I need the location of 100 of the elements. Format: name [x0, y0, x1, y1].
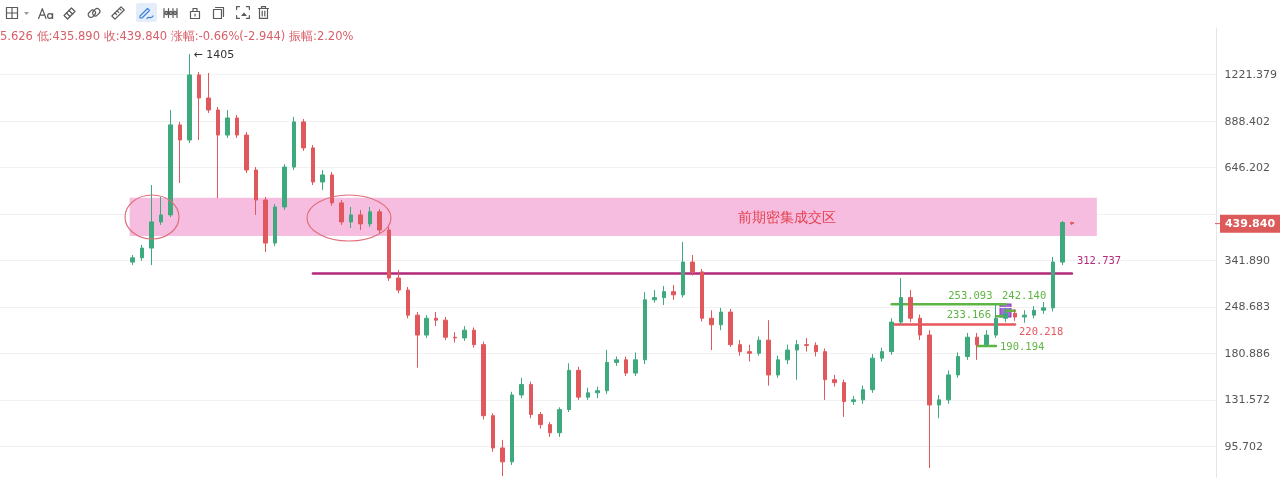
candlestick — [168, 109, 173, 218]
data-label: 253.093 — [948, 289, 993, 302]
y-tick-label: 646.202 — [1224, 160, 1271, 174]
candlestick — [643, 291, 647, 365]
candlestick — [965, 332, 970, 361]
candlestick — [424, 314, 429, 339]
candlestick — [292, 116, 296, 171]
candlestick — [880, 347, 884, 363]
candlestick — [263, 196, 268, 253]
candlestick — [624, 356, 628, 377]
candlestick — [832, 374, 837, 388]
candlestick — [614, 356, 619, 367]
candlestick — [681, 241, 685, 299]
candlestick — [349, 206, 353, 229]
candlestick — [633, 351, 638, 377]
data-label: 312.737 — [1076, 254, 1122, 267]
candlestick — [861, 385, 865, 405]
y-tick-label: 180.886 — [1224, 346, 1271, 360]
candlestick — [159, 196, 163, 226]
candlestick — [538, 411, 543, 430]
candlestick — [719, 307, 723, 331]
candlestick — [937, 394, 941, 419]
candlestick — [254, 166, 258, 216]
candlestick — [1022, 309, 1027, 324]
candlestick — [1003, 307, 1008, 323]
candlestick — [368, 206, 372, 228]
candlestick — [842, 379, 846, 418]
data-label: 242.140 — [1002, 288, 1047, 301]
candlestick — [206, 72, 211, 114]
candlestick — [472, 326, 476, 349]
y-tick-label: 248.683 — [1224, 300, 1271, 314]
candlestick — [187, 53, 192, 144]
candlestick — [358, 209, 363, 231]
band-label: 前期密集成交区 — [738, 208, 837, 225]
annotation: ← 1405 — [193, 47, 235, 61]
candlestick — [975, 332, 979, 361]
candlestick — [804, 337, 809, 353]
candlestick — [823, 347, 827, 401]
candlestick — [339, 199, 344, 226]
candlestick — [1070, 221, 1074, 226]
candlestick — [671, 284, 676, 301]
candlestick — [586, 387, 590, 401]
candlestick — [1060, 220, 1065, 266]
candlestick — [889, 317, 894, 356]
candlestick — [481, 341, 486, 420]
data-label: 233.166 — [946, 308, 992, 321]
candlestick — [510, 391, 514, 466]
y-tick-label: 95.702 — [1224, 439, 1264, 453]
candlestick — [415, 311, 420, 369]
candlestick — [1032, 305, 1036, 319]
candlestick — [795, 339, 799, 381]
text: 439.840 — [1224, 217, 1276, 231]
candlestick — [443, 316, 448, 341]
candlestick — [1051, 256, 1055, 312]
candlestick — [851, 395, 856, 406]
candlestick — [662, 285, 666, 306]
y-tick-label: 888.402 — [1224, 114, 1271, 128]
candlestick — [728, 308, 733, 348]
candlestick — [1041, 301, 1046, 315]
candlestick — [766, 319, 771, 387]
candlestick — [244, 131, 249, 174]
y-tick-label: 341.890 — [1224, 253, 1271, 267]
candlestick — [776, 355, 780, 379]
chart-subtitle: 5.626 低:435.890 收:439.840 涨幅:-0.66%(-2.944) 振幅:2.20% — [0, 29, 354, 43]
candlestick — [330, 171, 334, 207]
candlestick — [197, 71, 201, 141]
candlestick — [709, 309, 714, 351]
candlestick — [500, 439, 505, 477]
candlestick — [140, 244, 144, 262]
candlestick — [747, 344, 752, 363]
candlestick — [396, 269, 401, 294]
y-tick-label: 1221.379 — [1224, 68, 1278, 82]
candlestick — [453, 331, 457, 343]
y-tick-label: 131.572 — [1224, 393, 1271, 407]
candlestick — [567, 362, 571, 413]
candlestick — [605, 349, 609, 395]
candlestick — [273, 203, 277, 247]
data-label: 220.218 — [1019, 325, 1064, 338]
data-label: 190.194 — [1000, 340, 1045, 352]
candlestick — [690, 254, 695, 277]
candlestick — [320, 169, 325, 191]
candlestick — [899, 277, 903, 326]
candlestick — [387, 226, 391, 282]
candlestick — [548, 421, 552, 438]
candlestick — [377, 208, 382, 234]
candlestick — [595, 386, 600, 399]
candlestick — [282, 163, 287, 211]
candlestick — [519, 377, 524, 399]
candlestick — [557, 406, 562, 438]
candlestick — [149, 184, 154, 266]
candlestick — [529, 381, 533, 419]
candlestick — [814, 341, 818, 357]
candlestick — [434, 311, 438, 327]
candlestick — [652, 289, 657, 304]
candlestick — [1013, 308, 1017, 322]
candlestick — [178, 121, 182, 184]
candlestick — [870, 353, 875, 394]
candlestick — [927, 329, 932, 469]
candlestick — [311, 144, 315, 186]
candlestick — [216, 106, 220, 199]
